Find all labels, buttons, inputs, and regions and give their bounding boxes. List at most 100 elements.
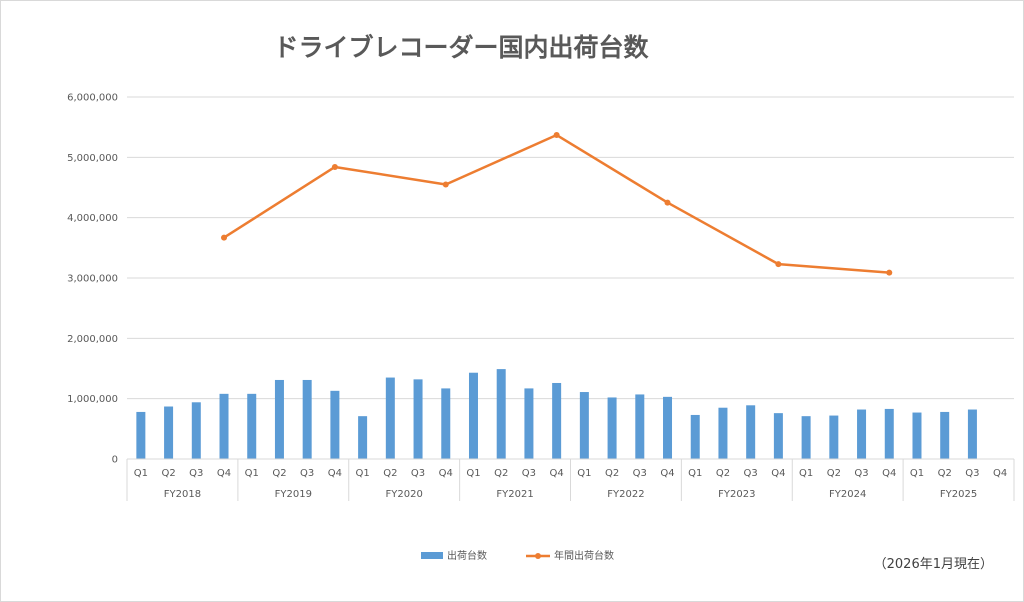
bar bbox=[219, 393, 229, 459]
x-tick-label-year: FY2023 bbox=[718, 489, 755, 500]
x-tick-label-quarter: Q3 bbox=[965, 468, 979, 479]
bar bbox=[857, 409, 867, 459]
y-tick-label: 0 bbox=[112, 455, 118, 466]
legend-line-marker bbox=[535, 553, 541, 559]
x-tick-label-quarter: Q2 bbox=[161, 468, 175, 479]
x-tick-label-quarter: Q2 bbox=[383, 468, 397, 479]
bar bbox=[746, 405, 756, 459]
bar bbox=[274, 379, 284, 459]
x-tick-label-quarter: Q1 bbox=[799, 468, 813, 479]
bar bbox=[579, 392, 589, 459]
line-marker bbox=[664, 199, 671, 206]
x-tick-label-quarter: Q2 bbox=[938, 468, 952, 479]
chart-title: ドライブレコーダー国内出荷台数 bbox=[273, 33, 649, 62]
legend-bar-label: 出荷台数 bbox=[447, 549, 487, 562]
x-tick-label-quarter: Q3 bbox=[522, 468, 536, 479]
x-tick-label-quarter: Q4 bbox=[993, 468, 1007, 479]
date-note: （2026年1月現在） bbox=[874, 557, 993, 572]
bar bbox=[330, 390, 340, 459]
legend-bar-swatch bbox=[421, 552, 443, 559]
x-tick-label-quarter: Q4 bbox=[882, 468, 896, 479]
x-tick-label-quarter: Q1 bbox=[134, 468, 148, 479]
x-tick-label-quarter: Q2 bbox=[272, 468, 286, 479]
bar bbox=[358, 416, 368, 459]
y-tick-label: 3,000,000 bbox=[67, 274, 118, 285]
bar bbox=[164, 406, 174, 459]
x-tick-label-year: FY2018 bbox=[164, 489, 201, 500]
y-axis-tick-labels: 0 1,000,000 2,000,000 3,000,000 4,000,000 5,0… bbox=[67, 93, 118, 466]
line-marker bbox=[221, 234, 228, 241]
x-tick-label-quarter: Q1 bbox=[355, 468, 369, 479]
line-marker bbox=[886, 269, 893, 276]
x-tick-label-quarter: Q4 bbox=[771, 468, 785, 479]
x-tick-label-quarter: Q4 bbox=[217, 468, 231, 479]
bar bbox=[773, 413, 783, 459]
line-marker bbox=[331, 163, 338, 170]
bar bbox=[884, 408, 894, 459]
bar bbox=[385, 377, 395, 459]
bar bbox=[496, 369, 506, 459]
legend-line-label: 年間出荷台数 bbox=[554, 549, 614, 562]
x-tick-label-quarter: Q4 bbox=[328, 468, 342, 479]
y-tick-label: 4,000,000 bbox=[67, 213, 118, 224]
x-tick-label-quarter: Q1 bbox=[688, 468, 702, 479]
y-tick-label: 1,000,000 bbox=[67, 394, 118, 405]
bar bbox=[663, 396, 673, 459]
line-series bbox=[221, 132, 893, 276]
x-tick-label-quarter: Q2 bbox=[494, 468, 508, 479]
x-tick-label-quarter: Q1 bbox=[910, 468, 924, 479]
x-tick-label-year: FY2022 bbox=[607, 489, 644, 500]
x-tick-label-year: FY2021 bbox=[496, 489, 533, 500]
y-tick-label: 6,000,000 bbox=[67, 93, 118, 104]
bar bbox=[191, 402, 201, 459]
line-marker bbox=[553, 132, 560, 139]
x-tick-label-quarter: Q4 bbox=[550, 468, 564, 479]
bar bbox=[718, 407, 728, 459]
x-tick-label-year: FY2025 bbox=[940, 489, 977, 500]
bar bbox=[413, 379, 423, 459]
bar bbox=[247, 393, 257, 459]
x-tick-label-quarter: Q1 bbox=[577, 468, 591, 479]
x-tick-label-quarter: Q3 bbox=[854, 468, 868, 479]
x-tick-label-quarter: Q3 bbox=[744, 468, 758, 479]
x-tick-label-quarter: Q1 bbox=[245, 468, 259, 479]
bar bbox=[524, 388, 534, 459]
bar bbox=[635, 394, 645, 459]
gridlines bbox=[127, 96, 1014, 400]
bar bbox=[967, 409, 977, 459]
bar bbox=[441, 388, 451, 459]
x-axis: Q1 Q2 Q3 Q4 Q1 Q2 Q3 Q4 Q1 Q2 Q3 Q4 Q1 Q2 Q3 Q4 Q1 Q2 Q3 Q4… bbox=[126, 458, 1015, 501]
bar bbox=[136, 411, 146, 459]
x-tick-label-year: FY2024 bbox=[829, 489, 866, 500]
x-tick-label-year: FY2020 bbox=[386, 489, 423, 500]
x-tick-label-quarter: Q3 bbox=[633, 468, 647, 479]
x-tick-label-quarter: Q3 bbox=[300, 468, 314, 479]
x-tick-label-quarter: Q2 bbox=[605, 468, 619, 479]
x-tick-label-quarter: Q2 bbox=[827, 468, 841, 479]
x-tick-label-quarter: Q2 bbox=[716, 468, 730, 479]
bar bbox=[302, 379, 312, 459]
y-tick-label: 5,000,000 bbox=[67, 153, 118, 164]
line-marker bbox=[442, 181, 449, 188]
bar bbox=[468, 372, 478, 459]
line-marker bbox=[775, 261, 782, 268]
bar bbox=[552, 382, 562, 459]
y-tick-label: 2,000,000 bbox=[67, 334, 118, 345]
x-tick-label-quarter: Q1 bbox=[466, 468, 480, 479]
bar bbox=[607, 397, 617, 459]
x-tick-label-year: FY2019 bbox=[275, 489, 312, 500]
bar bbox=[801, 416, 811, 459]
x-tick-label-quarter: Q3 bbox=[411, 468, 425, 479]
line-path bbox=[223, 133, 890, 274]
bar bbox=[829, 415, 839, 459]
x-tick-label-quarter: Q4 bbox=[660, 468, 674, 479]
x-tick-label-quarter: Q4 bbox=[439, 468, 453, 479]
bar bbox=[690, 414, 700, 459]
bar bbox=[912, 412, 922, 459]
bar bbox=[940, 411, 950, 459]
x-tick-label-quarter: Q3 bbox=[189, 468, 203, 479]
bar-series bbox=[136, 369, 977, 459]
legend: 出荷台数 年間出荷台数 bbox=[421, 549, 614, 562]
